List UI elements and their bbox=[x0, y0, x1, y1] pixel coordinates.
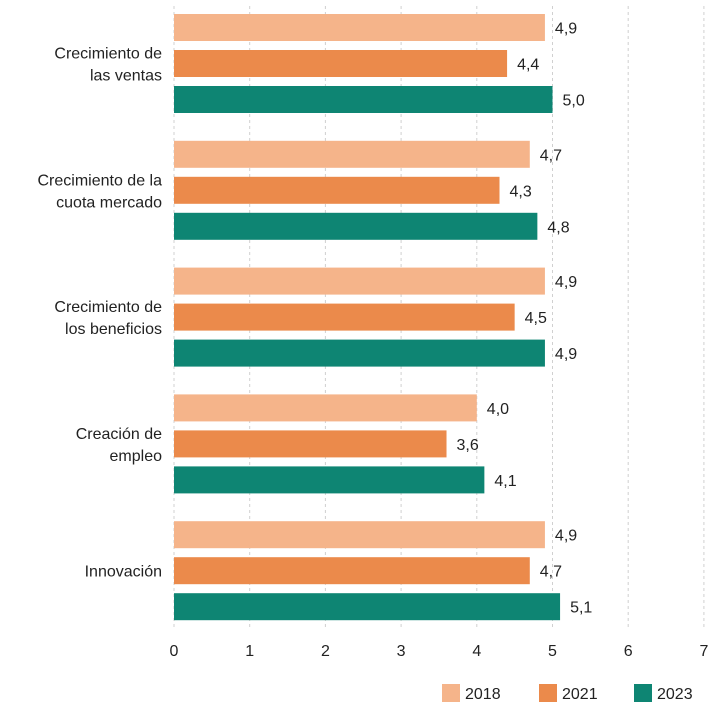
bar bbox=[174, 593, 561, 621]
x-tick-label: 0 bbox=[170, 643, 179, 660]
category-label-line: las ventas bbox=[90, 68, 162, 85]
legend-label: 2023 bbox=[657, 686, 693, 703]
x-tick-label: 3 bbox=[397, 643, 406, 660]
data-label: 4,7 bbox=[540, 564, 562, 581]
data-label: 4,9 bbox=[555, 346, 577, 363]
legend-label: 2018 bbox=[465, 686, 501, 703]
category-label-line: Innovación bbox=[85, 564, 162, 581]
bar bbox=[174, 50, 508, 77]
legend-label: 2021 bbox=[562, 686, 598, 703]
data-label: 4,7 bbox=[540, 147, 562, 164]
x-tick-label: 2 bbox=[321, 643, 330, 660]
bars bbox=[174, 14, 561, 621]
bar bbox=[174, 557, 530, 585]
bar bbox=[174, 140, 530, 168]
bar bbox=[174, 176, 500, 204]
category-label-line: Crecimiento de la bbox=[38, 172, 163, 189]
category-label-line: cuota mercado bbox=[56, 194, 162, 211]
category-label-line: los beneficios bbox=[65, 321, 162, 338]
category-label-line: empleo bbox=[110, 448, 163, 465]
category-label-line: Creación de bbox=[76, 426, 162, 443]
data-label: 3,6 bbox=[457, 437, 479, 454]
x-tick-label: 1 bbox=[245, 643, 254, 660]
x-tick-label: 5 bbox=[548, 643, 557, 660]
category-label: Innovación bbox=[85, 564, 162, 581]
legend: 2018 2021 2023 bbox=[442, 684, 693, 703]
data-label: 4,1 bbox=[494, 473, 516, 490]
bar bbox=[174, 521, 545, 549]
data-label: 4,3 bbox=[510, 183, 532, 200]
bar bbox=[174, 430, 447, 458]
data-label: 5,0 bbox=[563, 93, 585, 110]
legend-swatch bbox=[539, 684, 557, 702]
data-label: 4,9 bbox=[555, 274, 577, 291]
category-label: Crecimiento de la cuota mercado bbox=[38, 172, 163, 211]
category-label: Crecimiento de las ventas bbox=[54, 46, 162, 85]
data-label: 5,1 bbox=[570, 600, 592, 617]
data-label: 4,8 bbox=[547, 219, 569, 236]
bar bbox=[174, 14, 545, 41]
data-label: 4,0 bbox=[487, 401, 509, 418]
bar bbox=[174, 339, 545, 367]
bar bbox=[174, 303, 515, 331]
value-labels: 4,9 4,4 5,0 4,7 4,3 4,8 4,9 4,5 4,9 4,0 3,6 4,1 4,9 4… bbox=[457, 21, 593, 617]
bar bbox=[174, 86, 553, 113]
bar bbox=[174, 394, 477, 422]
data-label: 4,9 bbox=[555, 21, 577, 38]
legend-swatch bbox=[442, 684, 460, 702]
category-label-line: Crecimiento de bbox=[54, 46, 162, 63]
data-label: 4,5 bbox=[525, 310, 547, 327]
bar bbox=[174, 267, 545, 295]
data-label: 4,4 bbox=[517, 57, 539, 74]
bar bbox=[174, 212, 538, 240]
category-label-line: Crecimiento de bbox=[54, 299, 162, 316]
bar bbox=[174, 466, 485, 494]
category-label: Crecimiento de los beneficios bbox=[54, 299, 162, 338]
x-axis-ticks: 0 1 2 3 4 5 6 7 bbox=[170, 643, 709, 660]
x-tick-label: 4 bbox=[472, 643, 481, 660]
category-label: Creación de empleo bbox=[76, 426, 162, 465]
x-tick-label: 7 bbox=[699, 643, 708, 660]
legend-swatch bbox=[634, 684, 652, 702]
x-tick-label: 6 bbox=[624, 643, 633, 660]
data-label: 4,9 bbox=[555, 528, 577, 545]
